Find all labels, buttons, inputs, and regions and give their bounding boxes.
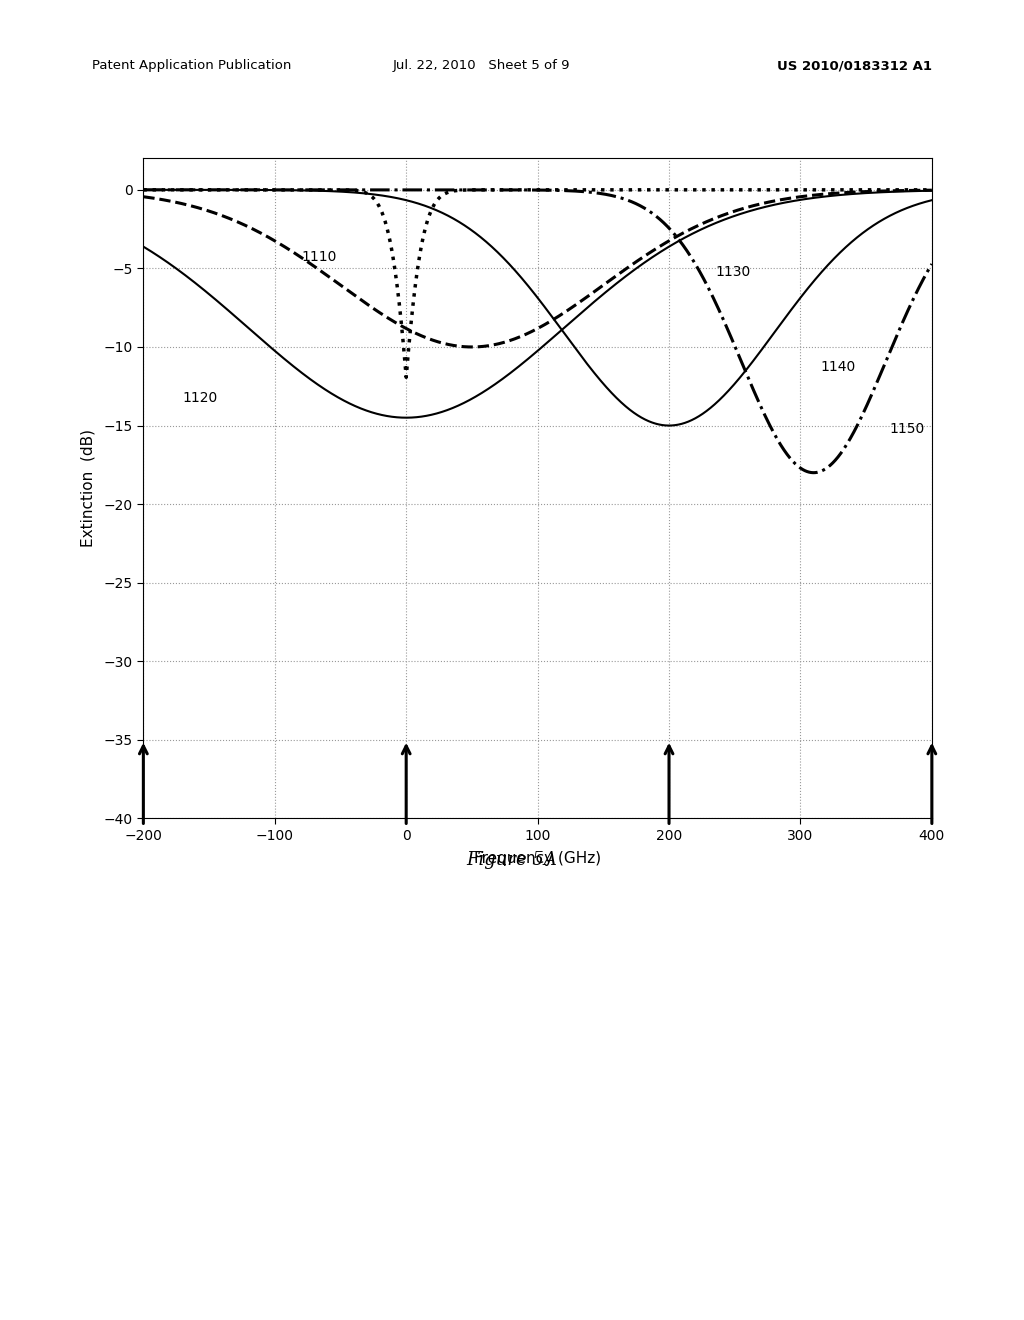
Text: 1150: 1150 (890, 422, 925, 437)
Text: Jul. 22, 2010   Sheet 5 of 9: Jul. 22, 2010 Sheet 5 of 9 (392, 59, 570, 73)
X-axis label: Frequency (GHz): Frequency (GHz) (474, 851, 601, 866)
Y-axis label: Extinction  (dB): Extinction (dB) (80, 429, 95, 548)
Text: US 2010/0183312 A1: US 2010/0183312 A1 (777, 59, 932, 73)
Text: 1110: 1110 (301, 249, 337, 264)
Text: Figure 5A: Figure 5A (467, 851, 557, 870)
Text: 1140: 1140 (820, 359, 855, 374)
Text: 1120: 1120 (183, 391, 218, 405)
Text: 1130: 1130 (715, 265, 751, 280)
Text: Patent Application Publication: Patent Application Publication (92, 59, 292, 73)
